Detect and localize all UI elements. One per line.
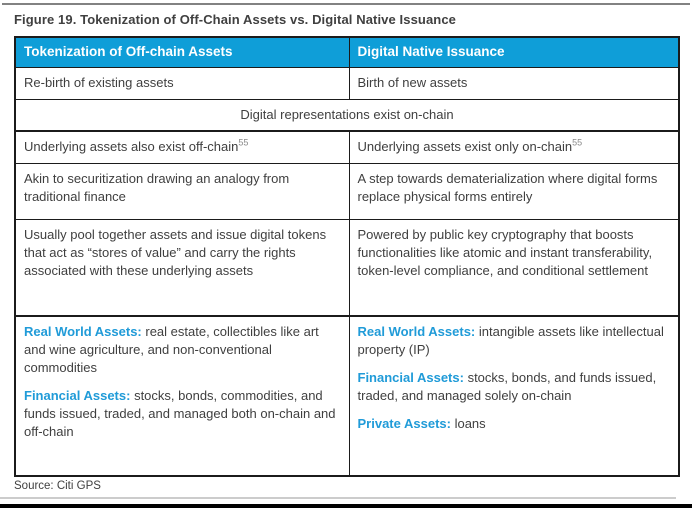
top-divider-rule	[2, 3, 690, 5]
table-row-asset-categories: Real World Assets: real estate, collecti…	[14, 315, 680, 477]
table-row: Usually pool together assets and issue d…	[14, 218, 680, 317]
figure-title: Figure 19. Tokenization of Off-Chain Ass…	[14, 12, 456, 27]
category-label: Private Assets:	[357, 416, 451, 431]
cell-underlying-onchain: Underlying assets exist only on-chain55	[348, 130, 680, 164]
cell-securitization: Akin to securitization drawing an analog…	[14, 162, 350, 220]
table-header-row: Tokenization of Off-chain Assets Digital…	[14, 36, 680, 68]
category-text: loans	[450, 416, 486, 431]
footnote-ref: 55	[572, 137, 583, 148]
cell-merged-representations: Digital representations exist on-chain	[14, 98, 680, 132]
category-label: Real World Assets:	[357, 324, 476, 339]
category-text: stocks, bonds, and funds issued, traded,…	[357, 370, 657, 403]
category-paragraph: Private Assets: loans	[358, 415, 671, 433]
footnote-ref: 55	[238, 137, 249, 148]
header-cell-tokenization: Tokenization of Off-chain Assets	[14, 36, 350, 68]
cell-text: Underlying assets also exist off-chain	[24, 139, 239, 154]
category-label: Real World Assets:	[24, 324, 142, 339]
cell-pooling: Usually pool together assets and issue d…	[14, 218, 350, 317]
category-paragraph: Real World Assets: intangible assets lik…	[358, 323, 671, 359]
category-text: stocks, bonds, commodities, and funds is…	[24, 388, 336, 439]
table-row: Akin to securitization drawing an analog…	[14, 162, 680, 220]
cell-cryptography: Powered by public key cryptography that …	[348, 218, 680, 317]
cell-asset-categories-left: Real World Assets: real estate, collecti…	[14, 315, 350, 477]
category-text: real estate, collectibles like art and w…	[24, 324, 319, 375]
cell-birth: Birth of new assets	[348, 66, 680, 100]
header-cell-digital-native: Digital Native Issuance	[348, 36, 680, 68]
page-bottom-rule	[0, 504, 692, 508]
category-text: intangible assets like intellectual prop…	[357, 324, 664, 357]
table-row: Underlying assets also exist off-chain55…	[14, 130, 680, 164]
table-row: Re-birth of existing assets Birth of new…	[14, 66, 680, 100]
category-paragraph: Real World Assets: real estate, collecti…	[24, 323, 341, 377]
cell-asset-categories-right: Real World Assets: intangible assets lik…	[348, 315, 680, 477]
category-label: Financial Assets:	[357, 370, 464, 385]
category-label: Financial Assets:	[24, 388, 131, 403]
cell-rebirth: Re-birth of existing assets	[14, 66, 350, 100]
category-paragraph: Financial Assets: stocks, bonds, commodi…	[24, 387, 341, 441]
cell-dematerialization: A step towards dematerialization where d…	[348, 162, 680, 220]
table-row-merged: Digital representations exist on-chain	[14, 98, 680, 132]
cell-text: Underlying assets exist only on-chain	[357, 139, 573, 154]
comparison-table: Tokenization of Off-chain Assets Digital…	[14, 36, 680, 477]
source-note: Source: Citi GPS	[14, 480, 101, 492]
category-paragraph: Financial Assets: stocks, bonds, and fun…	[358, 369, 671, 405]
cell-underlying-offchain: Underlying assets also exist off-chain55	[14, 130, 350, 164]
footer-divider-rule	[0, 497, 676, 499]
